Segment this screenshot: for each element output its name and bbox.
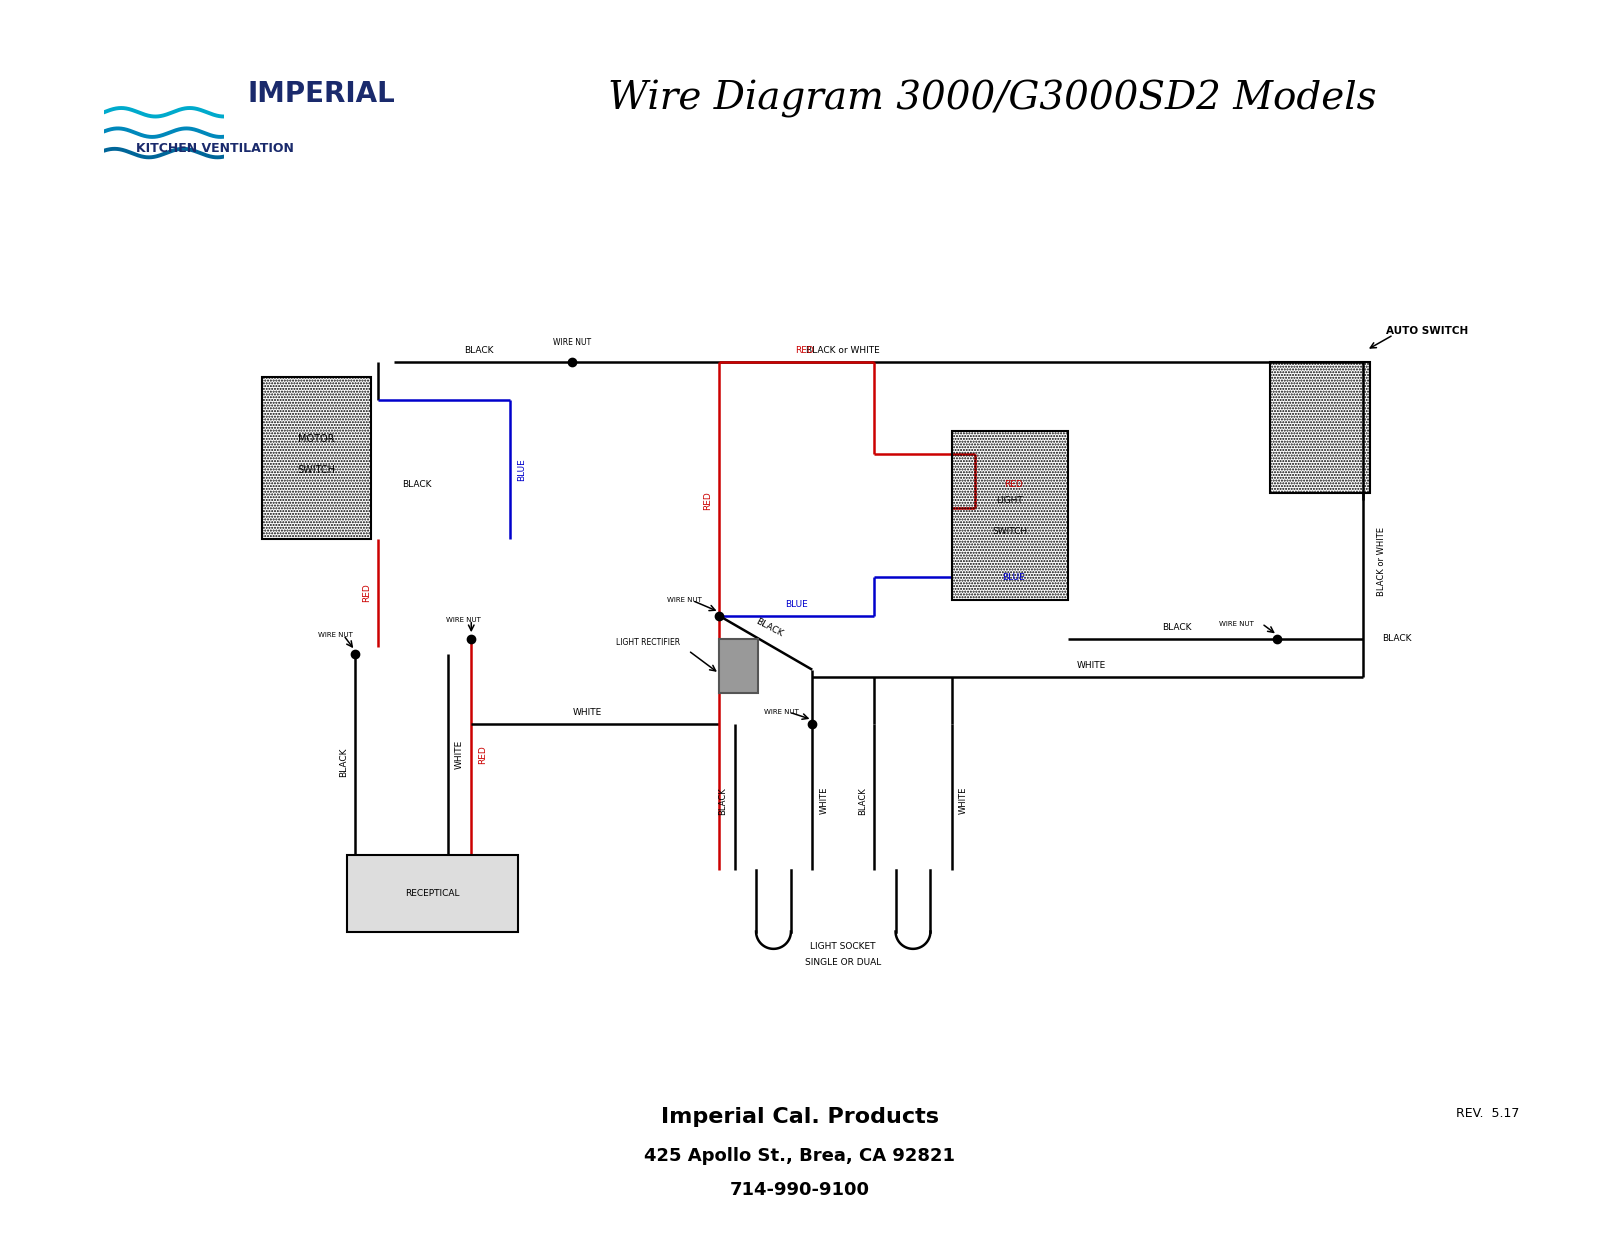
Text: WHITE: WHITE <box>958 787 968 814</box>
Text: LIGHT RECTIFIER: LIGHT RECTIFIER <box>616 638 680 647</box>
Text: BLACK: BLACK <box>718 787 728 814</box>
Text: BLACK or WHITE: BLACK or WHITE <box>806 345 880 355</box>
Text: WIRE NUT: WIRE NUT <box>763 709 798 715</box>
Text: BLUE: BLUE <box>786 600 808 609</box>
Text: BLACK or WHITE: BLACK or WHITE <box>1378 527 1386 596</box>
Text: SWITCH: SWITCH <box>298 465 336 475</box>
Text: BLUE: BLUE <box>517 458 526 481</box>
Text: AUTO SWITCH: AUTO SWITCH <box>1386 325 1469 336</box>
Bar <box>952 430 1069 600</box>
Text: BLACK: BLACK <box>1382 635 1411 643</box>
Text: BLACK: BLACK <box>755 616 784 638</box>
Text: BLACK: BLACK <box>464 345 494 355</box>
Text: RED: RED <box>795 345 814 355</box>
Text: WHITE: WHITE <box>819 787 829 814</box>
Text: RED: RED <box>1005 480 1022 490</box>
Bar <box>720 640 758 693</box>
Text: WIRE NUT: WIRE NUT <box>318 632 354 638</box>
Text: RECEPTICAL: RECEPTICAL <box>405 888 459 898</box>
Text: WIRE NUT: WIRE NUT <box>446 617 482 622</box>
Text: RED: RED <box>702 491 712 510</box>
Bar <box>347 855 518 931</box>
Text: Wire Diagram 3000/G3000SD2 Models: Wire Diagram 3000/G3000SD2 Models <box>608 80 1376 119</box>
Text: BLACK: BLACK <box>858 787 867 814</box>
Text: BLACK: BLACK <box>339 747 347 777</box>
Text: WHITE: WHITE <box>573 708 602 716</box>
Text: WHITE: WHITE <box>1077 662 1106 670</box>
Bar <box>1269 361 1370 492</box>
Text: REV.  5.17: REV. 5.17 <box>1456 1107 1520 1121</box>
Text: 714-990-9100: 714-990-9100 <box>730 1181 870 1200</box>
Text: WIRE NUT: WIRE NUT <box>1219 621 1254 626</box>
Text: Imperial Cal. Products: Imperial Cal. Products <box>661 1107 939 1127</box>
Text: BLACK: BLACK <box>1162 623 1192 632</box>
Text: SWITCH: SWITCH <box>992 527 1027 536</box>
Text: SINGLE OR DUAL: SINGLE OR DUAL <box>805 957 882 967</box>
Text: LIGHT: LIGHT <box>997 496 1024 505</box>
Text: BLACK: BLACK <box>402 480 432 490</box>
Text: MOTOR: MOTOR <box>298 434 334 444</box>
Bar <box>262 377 371 539</box>
Text: IMPERIAL: IMPERIAL <box>248 80 395 109</box>
Text: WHITE: WHITE <box>454 740 464 769</box>
Text: LIGHT SOCKET: LIGHT SOCKET <box>811 943 877 951</box>
Text: RED: RED <box>362 584 371 602</box>
Text: WIRE NUT: WIRE NUT <box>554 338 590 348</box>
Text: RED: RED <box>478 745 488 763</box>
Text: 425 Apollo St., Brea, CA 92821: 425 Apollo St., Brea, CA 92821 <box>645 1147 955 1165</box>
Text: KITCHEN VENTILATION: KITCHEN VENTILATION <box>136 142 294 156</box>
Text: BLUE: BLUE <box>1002 573 1026 581</box>
Text: WIRE NUT: WIRE NUT <box>667 597 702 604</box>
